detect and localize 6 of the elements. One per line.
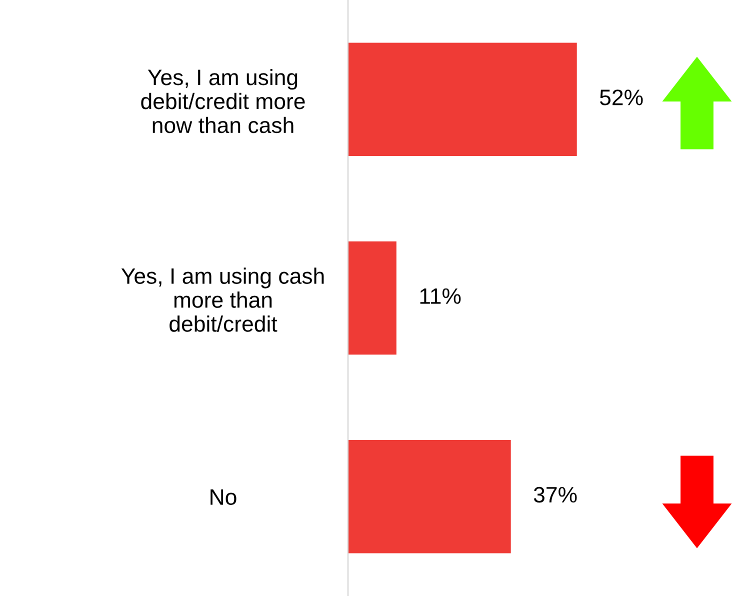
y-tick-label: No (210, 489, 236, 505)
data-label: 37% (534, 486, 577, 503)
y-tick-label: Yes, I am using debit/credit more now than cash (141, 68, 305, 134)
data-label: 11% (420, 288, 461, 304)
y-tick-label: Yes, I am using cash more than debit/credit (121, 268, 324, 332)
data-label: 52% (600, 90, 643, 106)
